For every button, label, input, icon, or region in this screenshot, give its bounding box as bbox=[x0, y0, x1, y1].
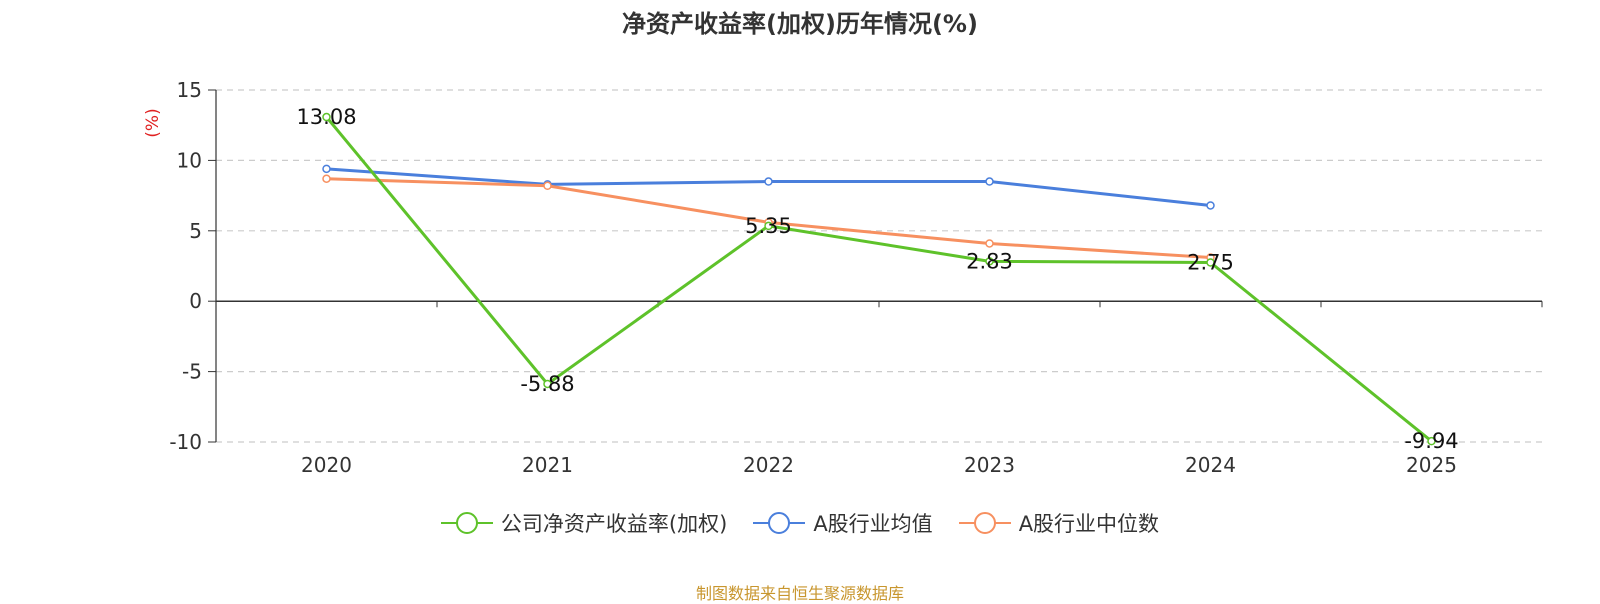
chart-legend: 公司净资产收益率(加权) A股行业均值 A股行业中位数 bbox=[0, 508, 1600, 538]
axes: 15 10 5 0 -5 -10 2020 2021 2022 2023 2024 2025 bbox=[169, 78, 1543, 477]
grid-lines bbox=[216, 89, 1542, 443]
y-tick-label-5: 5 bbox=[189, 219, 202, 243]
data-label-company-2023: 2.83 bbox=[966, 249, 1013, 273]
point-industry-average-2020 bbox=[322, 164, 331, 174]
point-industry-median-2023 bbox=[985, 239, 994, 248]
legend-label-industry-average: A股行业均值 bbox=[813, 512, 933, 536]
data-labels: 13.08 -5.88 5.35 2.83 2.75 -9.94 bbox=[296, 105, 1458, 453]
legend-marker-industry-average bbox=[753, 512, 806, 534]
point-industry-average-2023 bbox=[985, 177, 994, 186]
x-tick-label-2024: 2024 bbox=[1185, 453, 1236, 477]
y-tick-label-0: 0 bbox=[189, 289, 202, 313]
legend-item-industry-median[interactable]: A股行业中位数 bbox=[958, 508, 1160, 538]
point-industry-median-2021 bbox=[543, 181, 552, 190]
chart-title: 净资产收益率(加权)历年情况(%) bbox=[622, 10, 978, 38]
x-tick-label-2022: 2022 bbox=[743, 453, 794, 477]
data-label-company-2021: -5.88 bbox=[520, 372, 574, 396]
data-label-company-2024: 2.75 bbox=[1187, 250, 1234, 274]
series-lines bbox=[322, 112, 1436, 446]
y-tick-label--10: -10 bbox=[169, 430, 202, 454]
data-label-company-2022: 5.35 bbox=[745, 214, 792, 238]
point-industry-median-2020 bbox=[322, 174, 331, 183]
y-axis-unit-label: (%) bbox=[143, 108, 163, 137]
point-company-2024 bbox=[1206, 258, 1215, 267]
point-company-2025 bbox=[1427, 436, 1436, 446]
point-company-2021 bbox=[543, 379, 552, 389]
point-industry-average-2022 bbox=[764, 177, 773, 186]
point-company-2023 bbox=[985, 257, 994, 266]
source-note: 制图数据来自恒生聚源数据库 bbox=[695, 584, 904, 603]
point-company-2020 bbox=[322, 112, 331, 122]
y-tick-label--5: -5 bbox=[182, 360, 202, 384]
x-tick-label-2020: 2020 bbox=[301, 453, 352, 477]
series-line-company bbox=[325, 116, 1433, 443]
y-tick-label-15: 15 bbox=[177, 78, 202, 102]
x-tick-label-2023: 2023 bbox=[964, 453, 1015, 477]
x-tick-label-2021: 2021 bbox=[522, 453, 573, 477]
x-tick-label-2025: 2025 bbox=[1406, 453, 1457, 477]
data-label-company-2020: 13.08 bbox=[296, 105, 356, 129]
legend-label-industry-median: A股行业中位数 bbox=[1018, 512, 1160, 536]
legend-item-company[interactable]: 公司净资产收益率(加权) bbox=[440, 508, 728, 538]
legend-marker-company bbox=[440, 512, 493, 534]
legend-item-industry-average[interactable]: A股行业均值 bbox=[753, 508, 933, 538]
y-tick-label-10: 10 bbox=[177, 148, 202, 172]
series-line-industry-average bbox=[326, 167, 1211, 207]
legend-label-company: 公司净资产收益率(加权) bbox=[500, 512, 728, 536]
legend-marker-industry-median bbox=[958, 512, 1011, 534]
data-label-company-2025: -9.94 bbox=[1404, 429, 1458, 453]
point-industry-average-2024 bbox=[1206, 201, 1215, 210]
point-company-2022 bbox=[764, 221, 773, 231]
